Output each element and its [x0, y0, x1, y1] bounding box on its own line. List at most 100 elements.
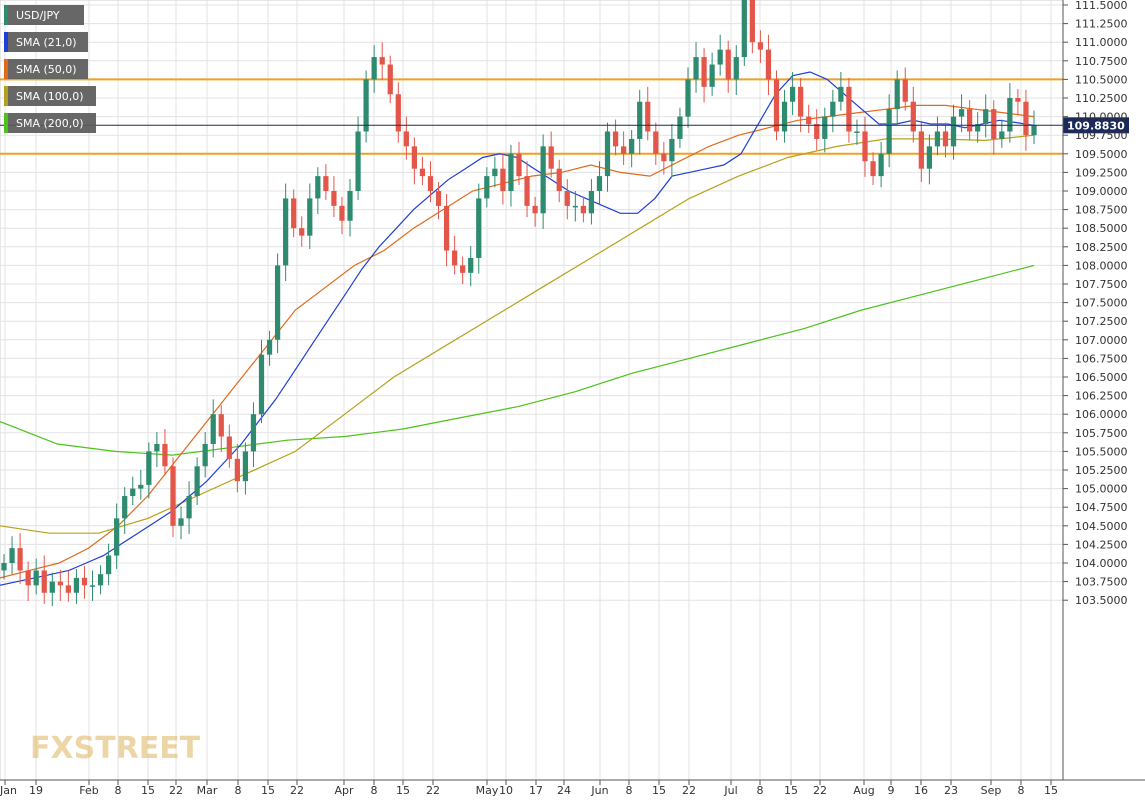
- candle-body: [878, 153, 884, 177]
- candle: [218, 405, 224, 453]
- candle-body: [73, 577, 80, 593]
- candle-body: [886, 109, 892, 154]
- candle: [773, 70, 780, 141]
- x-tick-label: 23: [944, 784, 958, 797]
- candle: [653, 122, 659, 165]
- candle: [435, 182, 442, 220]
- candle: [25, 561, 31, 601]
- candle-body: [516, 153, 522, 177]
- candle: [49, 572, 55, 607]
- y-tick-label: 105.0000: [1075, 483, 1128, 496]
- candle-body: [798, 86, 804, 117]
- candle: [532, 196, 538, 227]
- candle-body: [814, 124, 820, 139]
- legend-item: SMA (21,0): [4, 32, 88, 52]
- candle: [677, 107, 683, 148]
- candle-body: [371, 57, 377, 80]
- candle-body: [653, 131, 659, 154]
- horizontal-levels: [0, 78, 1063, 155]
- y-tick-label: 106.7500: [1075, 352, 1128, 365]
- candle-body: [669, 138, 675, 162]
- y-tick-label: 108.5000: [1075, 222, 1128, 235]
- candle-body: [765, 49, 772, 80]
- candle-body: [363, 79, 369, 132]
- candle-body: [210, 414, 216, 444]
- x-tick-label: Jul: [723, 784, 737, 797]
- x-tick-label: 15: [1044, 784, 1058, 797]
- candle: [162, 429, 168, 476]
- candle: [89, 570, 96, 601]
- candle: [564, 179, 570, 220]
- candle-body: [492, 168, 498, 177]
- candle-body: [830, 101, 836, 117]
- candle-body: [154, 443, 160, 452]
- candle-body: [717, 49, 723, 65]
- candle-body: [178, 518, 184, 526]
- candle: [347, 179, 353, 237]
- candle-body: [709, 64, 715, 87]
- candle-body: [122, 496, 128, 519]
- y-tick-label: 110.7500: [1075, 55, 1128, 68]
- candle: [73, 568, 80, 604]
- candle: [806, 104, 812, 133]
- x-tick-label: 8: [115, 784, 122, 797]
- y-tick-label: 110.2500: [1075, 92, 1128, 105]
- candle: [33, 558, 39, 595]
- candle: [757, 30, 764, 64]
- candle: [798, 77, 804, 133]
- candle: [57, 569, 63, 601]
- x-tick-label: 9: [888, 784, 895, 797]
- candle-body: [299, 228, 305, 236]
- candle-body: [114, 518, 120, 556]
- y-tick-label: 107.0000: [1075, 334, 1128, 347]
- candle-body: [250, 414, 257, 452]
- legend-box: [4, 32, 88, 52]
- candle: [588, 179, 595, 225]
- legend-box: [4, 86, 96, 106]
- candle: [524, 161, 530, 218]
- candle-body: [323, 176, 329, 191]
- candle: [822, 107, 828, 153]
- candle: [291, 189, 297, 238]
- x-tick-label: Sep: [981, 784, 1002, 797]
- candle: [741, 0, 747, 67]
- candle-body: [266, 339, 273, 355]
- candle: [492, 156, 498, 188]
- y-tick-label: 108.0000: [1075, 259, 1128, 272]
- candle-body: [331, 191, 337, 206]
- candle-body: [749, 0, 755, 43]
- x-tick-label: 17: [529, 784, 543, 797]
- x-tick-label: Jan: [0, 784, 17, 797]
- x-tick-label: 22: [813, 784, 827, 797]
- candle-body: [1015, 98, 1021, 102]
- candle-body: [274, 265, 281, 340]
- candle-body: [999, 131, 1005, 139]
- candle-body: [307, 198, 313, 236]
- candle: [395, 82, 401, 143]
- candle-body: [355, 131, 361, 191]
- candle-body: [685, 79, 691, 117]
- candle: [65, 570, 71, 602]
- candle-body: [17, 548, 23, 571]
- candle: [331, 176, 337, 218]
- candle-body: [476, 198, 482, 258]
- x-tick-label: 10: [499, 784, 513, 797]
- y-tick-label: 109.5000: [1075, 148, 1128, 161]
- x-tick-label: 22: [290, 784, 304, 797]
- x-tick-label: 16: [914, 784, 928, 797]
- y-tick-label: 104.2500: [1075, 538, 1128, 551]
- candle: [814, 109, 820, 151]
- candle-body: [870, 161, 876, 177]
- candle: [669, 124, 675, 177]
- y-tick-label: 103.5000: [1075, 594, 1128, 607]
- y-tick-label: 109.2500: [1075, 166, 1128, 179]
- candle-body: [822, 116, 828, 139]
- candle: [130, 476, 136, 505]
- legend-label: USD/JPY: [16, 9, 60, 22]
- candle-body: [524, 176, 530, 206]
- candle-body: [918, 131, 924, 169]
- candle-body: [258, 354, 265, 415]
- candle: [226, 424, 232, 468]
- candle-body: [862, 131, 868, 162]
